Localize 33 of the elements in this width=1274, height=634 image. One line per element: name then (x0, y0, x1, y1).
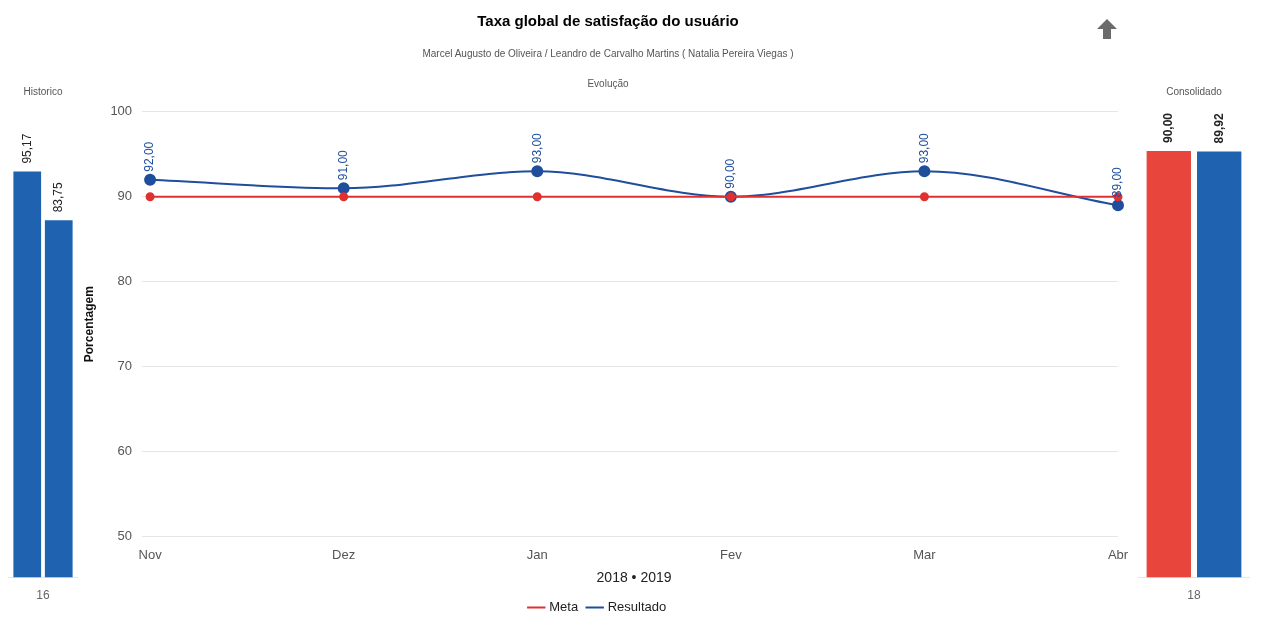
y-tick-label: 70 (117, 358, 133, 374)
y-axis-title: Porcentagem (81, 286, 96, 363)
data-label: 93,00 (529, 132, 544, 164)
data-label: 89,00 (1110, 166, 1125, 198)
data-label: 90,00 (1161, 112, 1176, 143)
data-label: 83,75 (51, 181, 66, 213)
data-label: 92,00 (142, 141, 157, 172)
chart-title: Consolidado (1165, 86, 1223, 99)
data-label: 91,00 (335, 149, 350, 181)
x-tick-label: 18 (1187, 588, 1201, 603)
chart-title: Historico (22, 86, 64, 99)
x-tick-label: Dez (332, 546, 356, 562)
text: Evolução (586, 78, 630, 91)
y-tick-label: 50 (117, 528, 133, 544)
chart-title: Taxa global de satisfação do usuário (476, 11, 740, 31)
y-tick-label: 100 (110, 103, 133, 119)
data-label: 95,17 (19, 133, 34, 164)
x-tick-label: Jan (526, 546, 548, 562)
x-tick-label: Abr (1107, 546, 1129, 562)
x-tick-label: Fev (720, 546, 743, 562)
legend-label: Resultado (607, 599, 667, 615)
y-tick-label: 90 (117, 188, 133, 204)
chart-subtitle: Marcel Augusto de Oliveira / Leandro de Carvalho Martins ( Natalia Pereira Viegas ) (421, 48, 795, 61)
x-tick-label: 16 (36, 588, 50, 603)
x-tick-label: Mar (913, 546, 937, 562)
y-tick-label: 60 (117, 443, 133, 459)
data-label: 89,92 (1211, 113, 1226, 144)
legend-label: Meta (549, 599, 579, 615)
data-label: 93,00 (916, 132, 931, 164)
x-tick-label: Nov (138, 546, 163, 562)
x-axis-title: 2018 • 2019 (596, 569, 672, 586)
y-tick-label: 80 (117, 273, 133, 289)
data-label: 90,00 (723, 158, 738, 189)
